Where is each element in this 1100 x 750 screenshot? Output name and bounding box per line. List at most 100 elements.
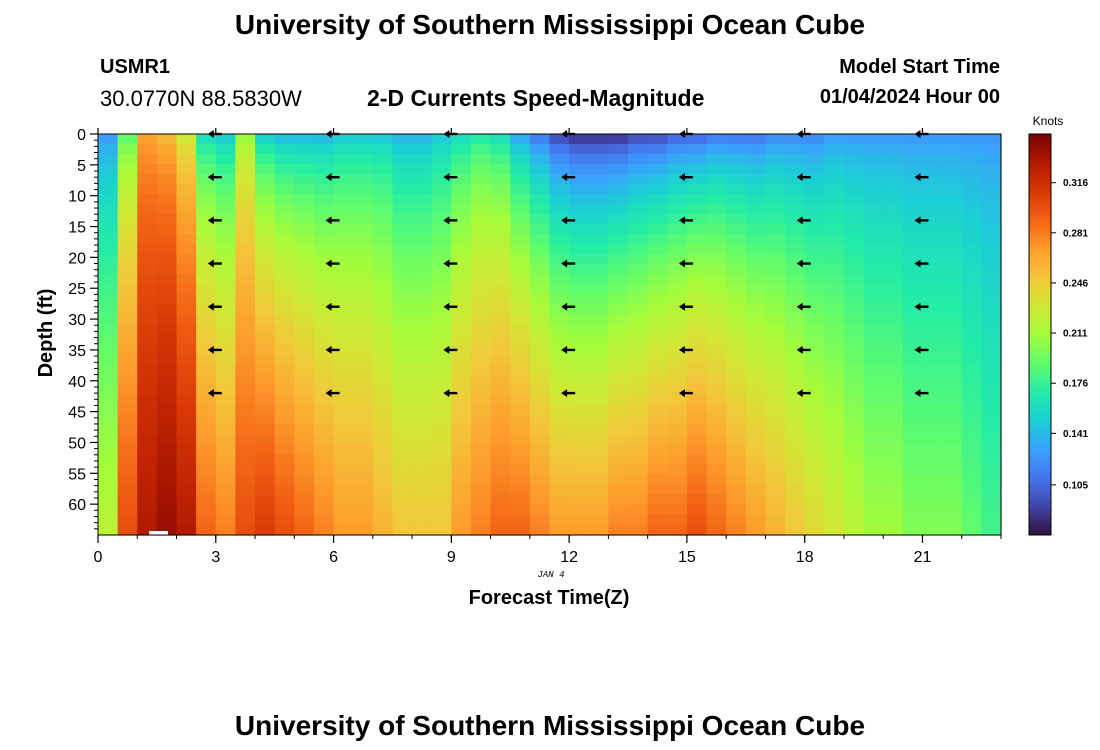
heatmap-cell bbox=[294, 514, 315, 526]
heatmap-cell bbox=[255, 274, 276, 285]
heatmap-cell bbox=[392, 254, 413, 265]
heatmap-cell bbox=[922, 424, 943, 436]
heatmap-cell bbox=[117, 284, 138, 295]
heatmap-cell bbox=[902, 494, 924, 506]
heatmap-cell bbox=[176, 404, 197, 416]
heatmap-cell bbox=[431, 134, 452, 145]
heatmap-cell bbox=[686, 284, 708, 295]
heatmap-cell bbox=[196, 174, 217, 185]
heatmap-cell bbox=[667, 154, 688, 165]
heatmap-cell bbox=[863, 134, 884, 145]
heatmap-cell bbox=[863, 264, 884, 275]
heatmap-cell bbox=[804, 144, 825, 155]
heatmap-cell bbox=[588, 294, 609, 306]
heatmap-cell bbox=[510, 244, 531, 255]
heatmap-cell bbox=[255, 214, 276, 225]
heatmap-cell bbox=[588, 504, 609, 516]
heatmap-cell bbox=[470, 424, 492, 436]
heatmap-cell bbox=[98, 154, 119, 165]
heatmap-cell bbox=[667, 464, 688, 476]
heatmap-cell bbox=[412, 204, 433, 215]
heatmap-cell bbox=[196, 514, 217, 526]
heatmap-cell bbox=[726, 234, 747, 245]
heatmap-cell bbox=[824, 294, 845, 306]
heatmap-cell bbox=[137, 394, 158, 406]
heatmap-cell bbox=[451, 414, 472, 426]
heatmap-cell bbox=[942, 204, 963, 215]
heatmap-cell bbox=[765, 184, 786, 195]
heatmap-cell bbox=[392, 184, 413, 195]
heatmap-cell bbox=[235, 404, 256, 416]
heatmap-cell bbox=[117, 404, 138, 416]
heatmap-cell bbox=[863, 374, 884, 386]
heatmap-cell bbox=[431, 294, 452, 306]
heatmap-cell bbox=[981, 294, 1002, 306]
heatmap-cell bbox=[215, 194, 237, 205]
heatmap-cell bbox=[804, 364, 825, 376]
heatmap-cell bbox=[372, 354, 394, 366]
heatmap-cell bbox=[274, 244, 295, 255]
heatmap-cell bbox=[470, 504, 492, 516]
heatmap-cell bbox=[726, 284, 747, 295]
heatmap-cell bbox=[490, 174, 511, 185]
heatmap-cell bbox=[294, 384, 315, 396]
heatmap-cell bbox=[510, 474, 531, 486]
heatmap-cell bbox=[647, 394, 668, 406]
heatmap-cell bbox=[353, 234, 374, 245]
heatmap-cell bbox=[981, 384, 1002, 396]
heatmap-cell bbox=[294, 244, 315, 255]
heatmap-cell bbox=[470, 294, 492, 306]
heatmap-cell bbox=[608, 254, 629, 265]
heatmap-cell bbox=[726, 244, 747, 255]
heatmap-cell bbox=[824, 464, 845, 476]
heatmap-cell bbox=[608, 184, 629, 195]
heatmap-cell bbox=[412, 354, 433, 366]
heatmap-cell bbox=[294, 134, 315, 145]
heatmap-cell bbox=[686, 434, 708, 446]
heatmap-cell bbox=[470, 184, 492, 195]
heatmap-cell bbox=[274, 324, 295, 336]
heatmap-cell bbox=[431, 164, 452, 175]
heatmap-cell bbox=[117, 374, 138, 386]
no-data-marker bbox=[149, 531, 168, 535]
heatmap-cell bbox=[902, 294, 924, 306]
heatmap-cell bbox=[902, 364, 924, 376]
heatmap-cell bbox=[353, 474, 374, 486]
heatmap-cell bbox=[726, 164, 747, 175]
heatmap-cell bbox=[765, 154, 786, 165]
heatmap-cell bbox=[313, 424, 335, 436]
heatmap-cell bbox=[313, 194, 335, 205]
heatmap-cell bbox=[470, 234, 492, 245]
heatmap-cell bbox=[569, 504, 590, 516]
heatmap-cell bbox=[686, 224, 708, 235]
heatmap-cell bbox=[726, 304, 747, 316]
heatmap-cell bbox=[412, 134, 433, 145]
heatmap-cell bbox=[490, 384, 511, 396]
heatmap-cell bbox=[824, 134, 845, 145]
heatmap-cell bbox=[981, 474, 1002, 486]
heatmap-cell bbox=[215, 494, 237, 506]
heatmap-cell bbox=[863, 284, 884, 295]
heatmap-cell bbox=[942, 134, 963, 145]
heatmap-cell bbox=[883, 354, 904, 366]
heatmap-cell bbox=[313, 264, 335, 275]
heatmap-cell bbox=[490, 344, 511, 356]
heatmap-cell bbox=[255, 244, 276, 255]
heatmap-cell bbox=[176, 424, 197, 436]
heatmap-cell bbox=[235, 274, 256, 285]
heatmap-cell bbox=[686, 264, 708, 275]
heatmap-cell bbox=[902, 304, 924, 316]
heatmap-cell bbox=[274, 514, 295, 526]
heatmap-cell bbox=[588, 264, 609, 275]
heatmap-cell bbox=[804, 424, 825, 436]
heatmap-cell bbox=[529, 154, 551, 165]
heatmap-cell bbox=[883, 344, 904, 356]
heatmap-cell bbox=[510, 344, 531, 356]
heatmap-cell bbox=[647, 344, 668, 356]
heatmap-cell bbox=[215, 204, 237, 215]
heatmap-cell bbox=[529, 264, 551, 275]
heatmap-cell bbox=[902, 464, 924, 476]
heatmap-cell bbox=[529, 484, 551, 496]
heatmap-cell bbox=[274, 254, 295, 265]
heatmap-cell bbox=[726, 194, 747, 205]
